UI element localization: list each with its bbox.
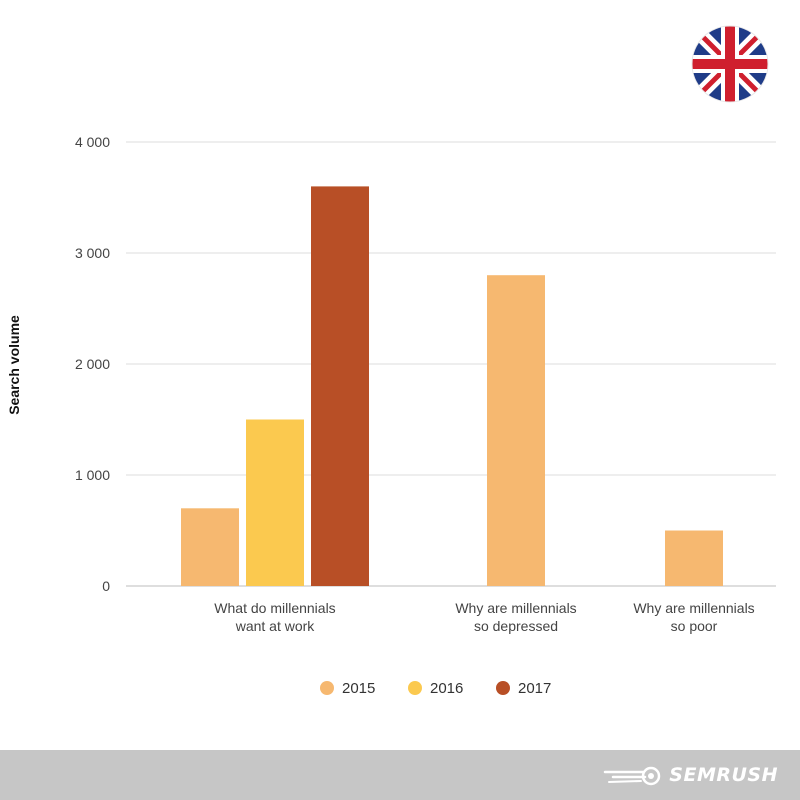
- x-tick-label: so poor: [671, 618, 718, 634]
- legend-label: 2016: [430, 680, 463, 697]
- bar-chart: 0 1 000 2 000 3 000 4 000 Search volume What d…: [6, 134, 776, 697]
- logo-text: SEMRUSH: [669, 764, 778, 786]
- legend-label: 2017: [518, 680, 551, 697]
- y-tick-label: 0: [102, 578, 110, 594]
- legend-marker-2016: [408, 681, 422, 695]
- legend-label: 2015: [342, 680, 375, 697]
- x-tick-label: so depressed: [474, 618, 558, 634]
- bar-2015: [487, 275, 545, 586]
- x-tick-label: want at work: [235, 618, 316, 634]
- y-tick-label: 2 000: [75, 356, 110, 372]
- y-tick-label: 1 000: [75, 467, 110, 483]
- x-tick-label: What do millennials: [214, 600, 335, 616]
- y-tick-label: 4 000: [75, 134, 110, 150]
- legend-marker-2015: [320, 681, 334, 695]
- x-tick-label: Why are millennials: [455, 600, 576, 616]
- bar-2015: [665, 530, 723, 586]
- y-tick-label: 3 000: [75, 245, 110, 261]
- footer-bar: SEMRUSH: [0, 750, 800, 800]
- uk-flag-icon: [691, 25, 769, 103]
- bar-2015: [181, 508, 239, 586]
- bar-2016: [246, 419, 304, 586]
- legend-marker-2017: [496, 681, 510, 695]
- y-axis-title: Search volume: [6, 315, 22, 415]
- semrush-logo: SEMRUSH: [603, 762, 778, 788]
- semrush-comet-icon: [604, 766, 661, 786]
- bar-2017: [311, 186, 369, 586]
- x-tick-label: Why are millennials: [633, 600, 754, 616]
